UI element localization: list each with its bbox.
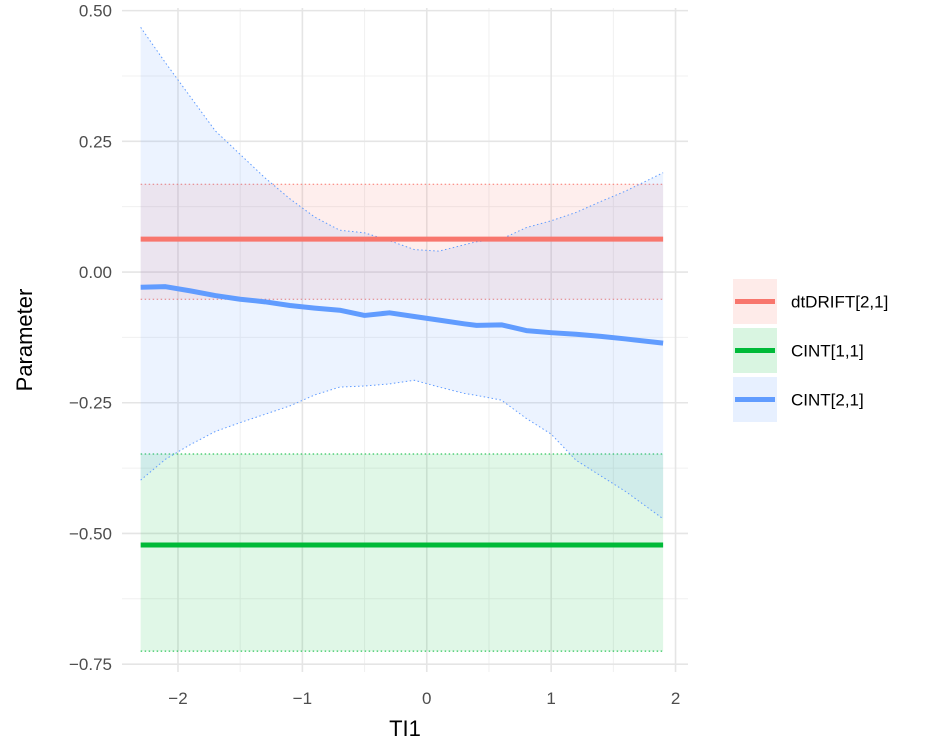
confidence-bands — [140, 27, 664, 652]
legend: dtDRIFT[2,1] CINT[1,1] CINT[2,1] — [733, 279, 888, 422]
band-area-2 — [140, 27, 664, 519]
band-upper-2 — [140, 27, 664, 252]
y-tick-label: −0.50 — [69, 524, 112, 543]
band-lower-2 — [140, 379, 664, 520]
y-tick-label: 0.00 — [79, 263, 112, 282]
x-tick-label: 1 — [546, 689, 555, 708]
y-tick-label: 0.25 — [79, 132, 112, 151]
x-tick-label: −2 — [168, 689, 187, 708]
y-axis-ticks: 0.50 0.25 0.00 −0.25 −0.50 −0.75 — [69, 2, 112, 675]
grid — [122, 8, 688, 672]
x-tick-label: 2 — [671, 689, 680, 708]
x-tick-label: −1 — [293, 689, 312, 708]
x-axis-title: TI1 — [389, 716, 421, 741]
y-axis-title: Parameter — [12, 289, 37, 392]
y-tick-label: −0.75 — [69, 655, 112, 674]
x-axis-ticks: −2 −1 0 1 2 — [168, 689, 680, 708]
legend-label-2: CINT[2,1] — [791, 391, 864, 410]
band-area-1 — [140, 453, 664, 652]
band-area-0 — [140, 184, 664, 300]
legend-label-0: dtDRIFT[2,1] — [791, 293, 888, 312]
x-tick-label: 0 — [422, 689, 431, 708]
series-line-2 — [140, 284, 664, 346]
y-tick-label: −0.25 — [69, 394, 112, 413]
legend-label-1: CINT[1,1] — [791, 342, 864, 361]
y-tick-label: 0.50 — [79, 2, 112, 21]
series-lines — [140, 236, 664, 548]
